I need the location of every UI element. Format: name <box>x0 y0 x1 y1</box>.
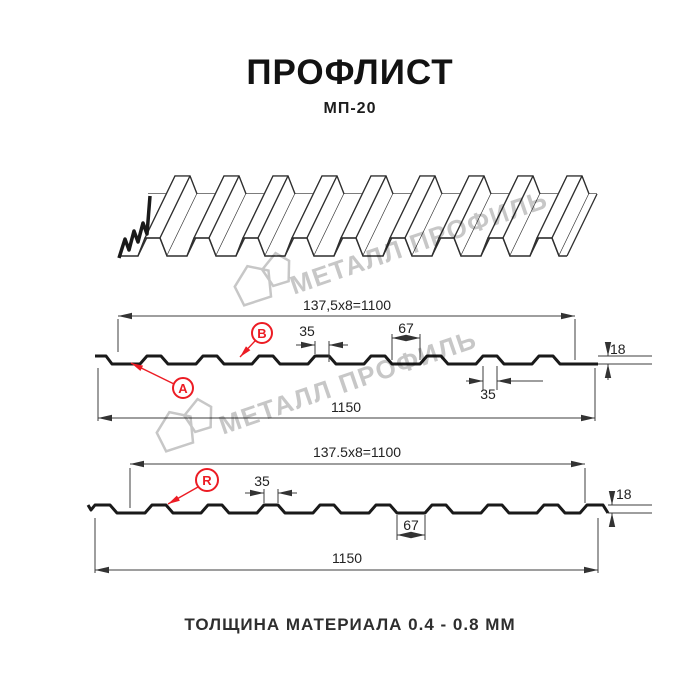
perspective-sheet-drawing <box>117 175 598 259</box>
callout-r-letter: R <box>202 473 212 488</box>
sheet-valley-face <box>363 194 413 256</box>
sheet-valley-face <box>461 194 511 256</box>
sheet-near-edge <box>118 237 567 257</box>
dim-height-a: 18 <box>610 341 626 357</box>
dim-height-r: 18 <box>616 486 632 502</box>
dim-rib-top-r: 35 <box>254 473 270 489</box>
callout-r-circle <box>195 468 219 492</box>
sheet-valley-face <box>167 194 217 256</box>
sheet-valley-face <box>559 194 597 256</box>
profile-model-subtitle: МП-20 <box>323 100 377 117</box>
dim-pitch-r: 137.5x8=1100 <box>313 444 401 460</box>
dim-valley-a: 67 <box>398 320 414 336</box>
sheet-valley-face <box>412 194 462 256</box>
cross-section-r <box>86 460 652 574</box>
profile-r-outline <box>86 503 610 515</box>
sheet-valley-face <box>314 194 364 256</box>
sheet-left-cut-edge <box>117 195 152 259</box>
cross-section-a <box>95 312 652 422</box>
sheet-valley-face <box>510 194 560 256</box>
dim-rib-bottom-a: 35 <box>480 386 496 402</box>
callout-b: B <box>239 322 273 358</box>
dim-total-width-a: 1150 <box>331 399 361 415</box>
callout-a: A <box>130 362 194 399</box>
callout-a-letter: A <box>178 381 188 396</box>
sheet-valley-face <box>216 194 266 256</box>
callout-b-circle <box>251 322 273 344</box>
callout-b-letter: B <box>257 326 266 341</box>
callout-r: R <box>167 468 219 505</box>
dim-valley-r: 67 <box>403 517 419 533</box>
sheet-valley-face <box>265 194 315 256</box>
dim-pitch-a: 137,5x8=1100 <box>303 297 391 313</box>
dim-rib-top-a: 35 <box>299 323 315 339</box>
page-title: ПРОФЛИСТ <box>246 53 454 92</box>
dim-total-width-r: 1150 <box>332 550 362 566</box>
profile-a-outline <box>95 354 598 366</box>
sheet-right-edge <box>566 193 598 257</box>
material-thickness-note: ТОЛЩИНА МАТЕРИАЛА 0.4 - 0.8 ММ <box>184 615 516 634</box>
